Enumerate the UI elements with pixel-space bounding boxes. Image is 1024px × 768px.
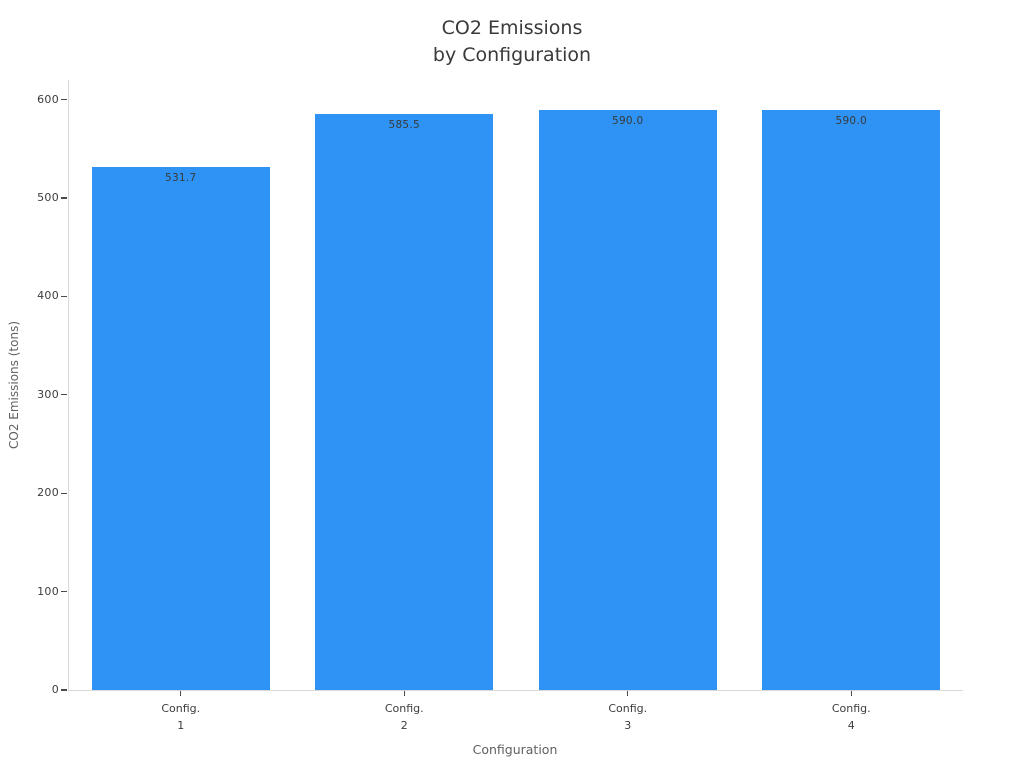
y-tick-label: 100 [37,584,59,598]
y-tick-label: 300 [37,387,59,401]
bar-config-1: 531.7 [91,166,270,690]
plot-area: 0 100 200 300 400 500 600 531.7 Config. 1 585.5 Con… [37,80,963,732]
y-tick-mark [61,99,67,101]
y-tick-label: 400 [37,289,59,303]
x-tick-label-config-4: Config. 4 [806,700,896,734]
x-tick-label-config-2: Config. 2 [359,700,449,734]
x-tick-label-line-2: 2 [400,719,408,732]
y-axis-label: CO2 Emissions (tons) [7,321,21,449]
x-tick-label-config-1: Config. 1 [136,700,226,734]
y-tick-label: 500 [37,191,59,205]
y-tick-mark [61,591,67,593]
bar-value-label: 531.7 [164,171,197,184]
bar-value-label: 590.0 [611,114,644,127]
y-tick-mark [61,492,67,494]
y-tick-label: 600 [37,92,59,106]
x-axis-label: Configuration [472,742,558,757]
x-tick-mark [850,691,852,696]
chart-title-line-2: by Configuration [432,44,592,66]
chart-title-line-1: CO2 Emissions [441,17,583,39]
x-tick-label-line-2: 3 [624,719,632,732]
x-tick-mark [627,691,629,696]
y-tick-label: 0 [51,683,59,696]
x-tick-mark [180,691,182,696]
y-tick-mark [61,689,67,691]
y-tick-label: 200 [37,486,59,500]
bar-config-4: 590.0 [762,109,941,690]
x-tick-mark [403,691,405,696]
bar-config-2: 585.5 [315,113,494,690]
bar-value-label: 590.0 [835,114,868,127]
x-tick-label-line-1: Config. [384,702,424,715]
bar-config-3: 590.0 [538,109,717,690]
x-tick-label-line-1: Config. [161,702,201,715]
x-tick-label-line-2: 1 [177,719,185,732]
y-tick-mark [61,295,67,298]
x-tick-label-line-1: Config. [831,702,871,715]
y-tick-mark [61,394,67,396]
chart-title: CO2 Emissions by Configuration [0,15,1024,69]
bar-value-label: 585.5 [388,118,421,131]
y-tick-mark [61,197,67,199]
x-tick-label-config-3: Config. 3 [583,700,673,734]
x-tick-label-line-1: Config. [608,702,648,715]
x-tick-label-line-2: 4 [847,719,855,732]
